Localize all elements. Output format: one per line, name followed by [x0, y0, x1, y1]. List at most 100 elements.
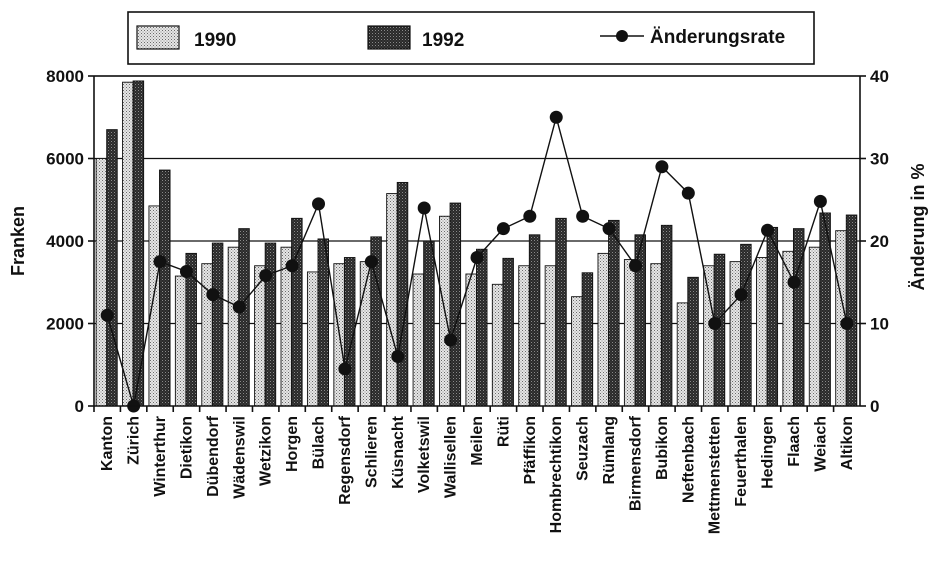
- bar-1992: [211, 242, 224, 407]
- y-tick-label: 8000: [46, 67, 84, 86]
- category-label: Neftenbach: [680, 416, 697, 503]
- rate-point: [364, 255, 378, 269]
- category-label: Seuzach: [575, 416, 592, 481]
- legend-label-1992: 1992: [422, 30, 464, 51]
- category-labels: Kanton Zürich Winterthur Dietikon Dübendorf W…: [99, 415, 856, 534]
- rate-point: [338, 362, 352, 376]
- category-label: Wetzikon: [258, 416, 275, 486]
- category-label: Wallisellen: [443, 416, 460, 498]
- bar-1990: [465, 273, 477, 407]
- bar-1990: [729, 261, 742, 407]
- rate-point: [840, 317, 854, 330]
- y-tick-label: 6000: [46, 150, 84, 169]
- rate-line: [100, 110, 854, 413]
- category-label: Meilen: [469, 416, 486, 466]
- rate-point: [787, 275, 801, 289]
- rate-point: [391, 350, 405, 363]
- legend-swatch-1992: [367, 25, 411, 50]
- category-label: Küsnacht: [390, 415, 407, 489]
- y-tick-label: 2000: [46, 315, 84, 334]
- category-label: Flaach: [786, 416, 803, 467]
- category-label: Schlieren: [363, 416, 380, 488]
- category-label: Pfäffikon: [522, 416, 539, 484]
- category-label: Dübendorf: [205, 415, 222, 497]
- category-label: Hedingen: [760, 416, 777, 489]
- rate-point: [813, 194, 827, 208]
- rate-point: [655, 160, 669, 174]
- rate-point: [602, 222, 616, 236]
- bar-1990: [412, 273, 425, 407]
- bar-1992: [687, 276, 699, 407]
- legend: 1990 1992 Änderungsrate: [127, 11, 815, 65]
- bar-1990: [306, 271, 319, 407]
- bar-1990: [201, 263, 213, 407]
- rate-point: [470, 251, 484, 264]
- bar-1990: [227, 246, 240, 407]
- bar-1992: [423, 240, 435, 407]
- rate-point: [312, 197, 326, 211]
- category-label: Bülach: [311, 416, 328, 469]
- bar-1992: [238, 228, 250, 407]
- bar-1990: [122, 81, 134, 407]
- rate-point: [496, 222, 510, 236]
- bar-1992: [555, 217, 567, 407]
- category-label: Hombrechtikon: [548, 416, 565, 533]
- rate-point: [734, 288, 748, 302]
- bar-1992: [396, 181, 409, 407]
- category-label: Regensdorf: [337, 415, 354, 505]
- category-label: Kanton: [99, 416, 116, 471]
- rate-point: [444, 333, 458, 347]
- bar-1992: [766, 226, 779, 407]
- bar-1990: [623, 259, 636, 407]
- y2-tick-label: 20: [870, 232, 889, 251]
- bar-1990: [174, 275, 187, 407]
- y-tick-label: 4000: [46, 232, 84, 251]
- bar-1990: [571, 296, 583, 407]
- category-label: Rümlang: [601, 416, 618, 484]
- bar-1990: [703, 265, 715, 407]
- y2-tick-label: 30: [870, 150, 889, 169]
- category-label: Mettmenstetten: [707, 416, 724, 534]
- category-label: Bubikon: [654, 416, 671, 480]
- bar-1992: [845, 214, 858, 407]
- category-label: Dietikon: [178, 416, 195, 479]
- bar-1992: [740, 243, 752, 407]
- rate-point: [100, 308, 114, 322]
- rate-point: [259, 269, 273, 283]
- bars: [95, 80, 858, 407]
- y-tick-label: 0: [75, 397, 84, 416]
- rate-point: [153, 255, 167, 269]
- bar-1992: [608, 219, 620, 407]
- bar-1990: [597, 252, 609, 407]
- rate-point: [523, 209, 537, 223]
- bar-1990: [95, 158, 108, 407]
- rate-point: [549, 110, 563, 124]
- rate-point: [206, 288, 220, 302]
- bar-1992: [528, 234, 541, 407]
- bar-1992: [317, 238, 330, 407]
- rate-point: [628, 259, 642, 273]
- category-label: Winterthur: [152, 416, 169, 497]
- bar-1990: [386, 193, 398, 407]
- y2-axis-title: Änderung in %: [908, 164, 928, 291]
- bar-1992: [476, 248, 488, 407]
- bar-1990: [676, 302, 689, 407]
- bar-1992: [264, 242, 277, 407]
- rate-point: [179, 265, 193, 279]
- rate-point: [761, 223, 775, 237]
- bar-1992: [106, 129, 118, 407]
- category-label: Weiach: [812, 416, 829, 472]
- rate-point: [417, 201, 431, 215]
- bar-1990: [148, 205, 160, 407]
- bar-1990: [544, 265, 557, 407]
- y-axis-title: Franken: [8, 206, 28, 276]
- category-label: Wädenswil: [231, 416, 248, 499]
- bar-1990: [756, 257, 768, 407]
- bar-1992: [449, 202, 462, 407]
- category-label: Birmensdorf: [627, 415, 644, 511]
- legend-label-1990: 1990: [194, 30, 236, 51]
- rate-point: [232, 300, 246, 314]
- y2-tick-label: 40: [870, 67, 889, 86]
- bar-1990: [491, 283, 504, 407]
